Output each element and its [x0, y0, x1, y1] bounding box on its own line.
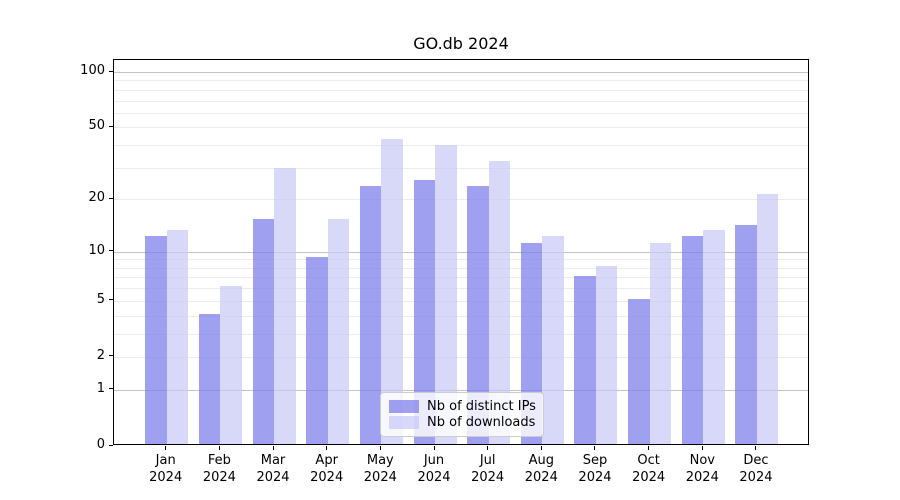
- y-tick: [109, 250, 113, 252]
- x-tick-label: Dec 2024: [739, 453, 773, 485]
- plot-area: [113, 59, 809, 445]
- y-tick-label: 10: [88, 242, 105, 258]
- x-tick: [540, 446, 542, 450]
- y-gridline-major: [114, 389, 808, 391]
- y-gridline-minor: [114, 127, 808, 129]
- y-tick: [109, 355, 113, 357]
- y-tick-label: 5: [96, 291, 105, 307]
- bar-downloads-jan-2024: [166, 230, 189, 444]
- y-tick: [109, 197, 113, 199]
- y-tick: [109, 299, 113, 301]
- bar-distinct-ips-apr-2024: [306, 257, 328, 444]
- bar-downloads-oct-2024: [649, 242, 672, 444]
- x-tick-label: Oct 2024: [632, 453, 666, 485]
- bar-distinct-ips-mar-2024: [252, 219, 275, 444]
- bar-downloads-feb-2024: [220, 286, 242, 444]
- y-tick-label: 2: [96, 347, 105, 363]
- y-gridline-minor: [114, 356, 808, 358]
- y-tick: [109, 444, 113, 446]
- x-tick-label: Aug 2024: [524, 453, 558, 485]
- y-gridline-minor: [114, 315, 808, 317]
- y-gridline-major: [114, 72, 808, 73]
- bar-downloads-mar-2024: [274, 168, 296, 444]
- y-tick-label: 100: [80, 63, 105, 78]
- y-tick: [109, 70, 113, 72]
- x-tick-label: May 2024: [363, 453, 397, 485]
- bar-distinct-ips-feb-2024: [198, 313, 221, 444]
- bar-downloads-jul-2024: [488, 160, 511, 444]
- bar-downloads-apr-2024: [327, 219, 350, 444]
- bar-downloads-jun-2024: [435, 145, 457, 444]
- x-tick: [218, 446, 220, 450]
- x-tick-label: Apr 2024: [310, 453, 344, 485]
- bar-distinct-ips-dec-2024: [735, 224, 757, 444]
- y-gridline-minor: [114, 300, 808, 302]
- y-gridline-minor: [114, 145, 808, 147]
- y-gridline-minor: [114, 288, 808, 290]
- legend-swatch-distinct-ips: [389, 400, 419, 413]
- bar-downloads-may-2024: [381, 139, 403, 444]
- bar-distinct-ips-jul-2024: [467, 186, 489, 444]
- y-gridline-minor: [114, 80, 808, 82]
- x-tick: [594, 446, 596, 450]
- bar-distinct-ips-jun-2024: [413, 179, 435, 444]
- x-tick-label: Nov 2024: [685, 453, 719, 485]
- x-tick: [379, 446, 381, 450]
- bar-distinct-ips-may-2024: [359, 186, 382, 444]
- x-tick: [272, 446, 274, 450]
- x-tick: [755, 446, 757, 450]
- legend-item-distinct-ips: Nb of distinct IPs: [389, 399, 536, 414]
- x-tick: [326, 446, 328, 450]
- y-tick: [109, 388, 113, 390]
- x-tick-label: Jan 2024: [149, 453, 183, 485]
- bar-downloads-sep-2024: [595, 265, 618, 444]
- legend: Nb of distinct IPs Nb of downloads: [380, 392, 544, 437]
- y-gridline-major: [114, 251, 808, 253]
- y-tick-label: 1: [96, 380, 105, 396]
- y-gridline-minor: [114, 100, 808, 102]
- x-tick: [433, 446, 435, 450]
- x-tick: [487, 446, 489, 450]
- bar-downloads-dec-2024: [756, 193, 779, 444]
- x-tick-label: Mar 2024: [256, 453, 290, 485]
- legend-item-downloads: Nb of downloads: [389, 415, 535, 430]
- y-tick: [109, 125, 113, 127]
- bar-distinct-ips-nov-2024: [681, 236, 704, 444]
- y-tick-label: 20: [88, 190, 105, 206]
- y-gridline-minor: [114, 112, 808, 114]
- y-gridline-minor: [114, 199, 808, 201]
- bar-distinct-ips-oct-2024: [628, 298, 650, 444]
- legend-label-distinct-ips: Nb of distinct IPs: [427, 399, 536, 414]
- y-gridline-minor: [114, 333, 808, 335]
- y-tick-label: 0: [96, 437, 105, 452]
- chart-title: GO.db 2024: [413, 34, 509, 53]
- bar-distinct-ips-jan-2024: [145, 236, 167, 444]
- x-tick-label: Sep 2024: [578, 453, 612, 485]
- x-tick-label: Jun 2024: [417, 453, 451, 485]
- x-tick-label: Feb 2024: [202, 453, 236, 485]
- bar-downloads-nov-2024: [703, 230, 725, 444]
- y-gridline-minor: [114, 89, 808, 91]
- y-gridline-minor: [114, 267, 808, 269]
- y-gridline-minor: [114, 277, 808, 279]
- y-tick-label: 50: [88, 118, 105, 134]
- y-gridline-minor: [114, 167, 808, 169]
- x-tick-label: Jul 2024: [471, 453, 505, 485]
- x-tick: [648, 446, 650, 450]
- y-gridline-minor: [114, 259, 808, 261]
- x-tick: [701, 446, 703, 450]
- bar-downloads-aug-2024: [542, 236, 564, 444]
- legend-swatch-downloads: [389, 416, 419, 429]
- legend-label-downloads: Nb of downloads: [427, 415, 536, 430]
- bar-distinct-ips-sep-2024: [574, 275, 596, 444]
- x-tick: [165, 446, 167, 450]
